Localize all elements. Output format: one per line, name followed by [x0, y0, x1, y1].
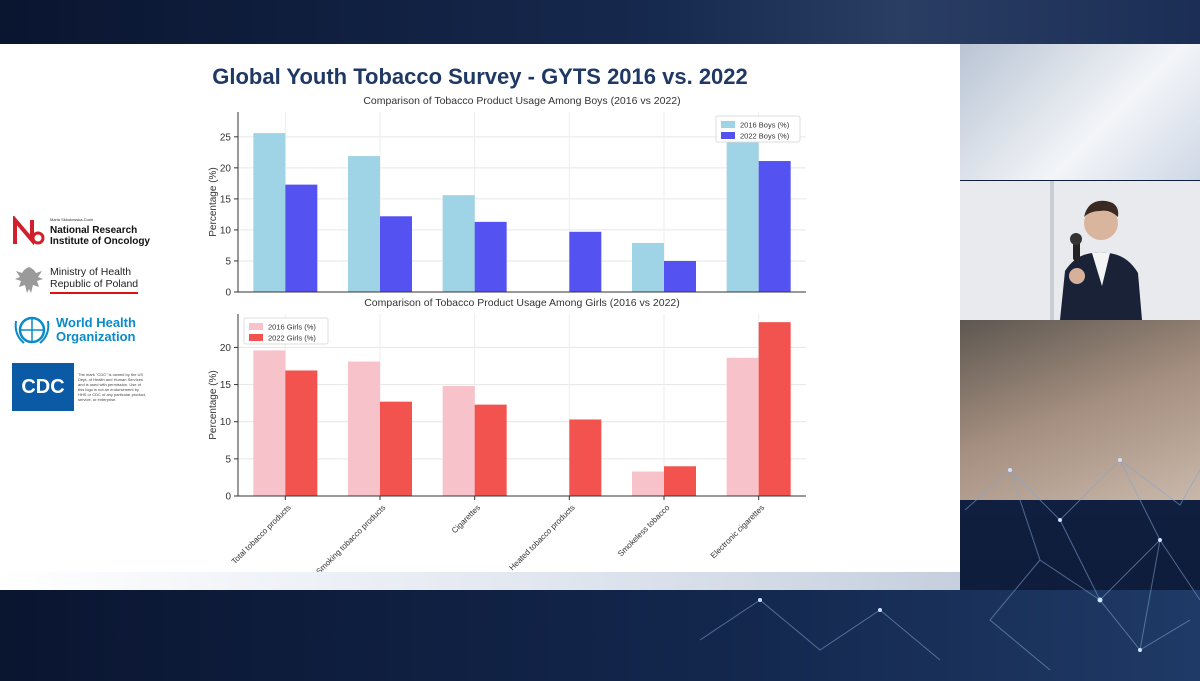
plot-area: [238, 314, 806, 496]
nio-line1: National Research: [50, 225, 138, 236]
x-tick-label: Smokeless tobacco: [616, 503, 672, 559]
y-tick-label: 0: [225, 492, 231, 503]
who-line2: Organization: [56, 329, 136, 344]
polish-eagle-icon: [15, 267, 43, 293]
cdc-note: The mark "CDC" is owned by the US Dept. …: [78, 372, 147, 402]
who-line1: World Health: [56, 315, 136, 330]
bar: [380, 216, 412, 292]
video-top-band: [0, 0, 1200, 44]
bar: [758, 322, 791, 496]
legend-label: 2022 Boys (%): [740, 132, 790, 141]
who-logo: World Health Organization: [12, 313, 172, 347]
cdc-logo: CDC The mark "CDC" is owned by the US De…: [12, 363, 172, 411]
y-tick-label: 5: [225, 256, 231, 267]
y-axis-label: Percentage (%): [208, 167, 219, 236]
legend-label: 2016 Boys (%): [740, 121, 790, 130]
bar: [726, 118, 759, 293]
x-tick-label: Electronic cigarettes: [709, 503, 766, 560]
bar: [348, 156, 380, 292]
chart-title: Comparison of Tobacco Product Usage Amon…: [363, 95, 680, 107]
legend-swatch: [721, 121, 735, 128]
slide-title: Global Youth Tobacco Survey - GYTS 2016 …: [212, 64, 748, 89]
bar: [664, 260, 696, 292]
y-tick-label: 25: [220, 132, 232, 143]
bar: [285, 370, 318, 496]
nio-logo: Maria Skłodowska-Curie National Research…: [12, 214, 172, 247]
legend: [243, 317, 329, 345]
moh-line1: Ministry of Health: [50, 266, 132, 278]
slide-footer-strip: [0, 572, 960, 590]
girls-chart: Comparison of Tobacco Product Usage Amon…: [208, 297, 806, 576]
legend-label: 2016 Girls (%): [268, 323, 316, 332]
legend-label: 2022 Girls (%): [268, 334, 316, 343]
ministry-of-health-logo: Ministry of Health Republic of Poland: [12, 263, 172, 297]
y-tick-label: 10: [220, 417, 232, 428]
camera-panel-hands: [960, 320, 1200, 500]
charts-canvas: Comparison of Tobacco Product Usage Amon…: [208, 95, 806, 576]
y-tick-label: 15: [220, 380, 232, 391]
bar: [474, 404, 507, 496]
bar: [442, 386, 475, 496]
moh-line2: Republic of Poland: [50, 278, 139, 290]
legend-swatch: [249, 334, 263, 341]
presentation-slide: Global Youth Tobacco Survey - GYTS 2016 …: [0, 44, 960, 589]
x-tick-label: Smoking tobacco products: [314, 503, 387, 576]
x-tick-label: Total tobacco products: [230, 503, 293, 566]
y-axis-label: Percentage (%): [208, 370, 219, 439]
plot-area: [238, 112, 806, 292]
bar: [474, 221, 507, 292]
legend-swatch: [249, 323, 263, 330]
cdc-logo-icon: CDC: [12, 363, 74, 411]
nio-logo-icon: [13, 215, 45, 245]
bar: [348, 361, 380, 496]
bar: [380, 401, 412, 496]
speaker-camera-panel: [960, 181, 1200, 320]
bar: [253, 350, 286, 496]
video-bottom-band: [0, 590, 1200, 681]
y-tick-label: 10: [220, 225, 232, 236]
boys-chart: Comparison of Tobacco Product Usage Amon…: [208, 95, 806, 299]
y-tick-label: 5: [225, 454, 231, 465]
legend: [715, 115, 801, 143]
y-tick-label: 20: [220, 163, 232, 174]
who-emblem-icon: [14, 316, 50, 344]
chart-title: Comparison of Tobacco Product Usage Amon…: [364, 297, 680, 309]
bar: [569, 419, 602, 496]
bar: [442, 195, 475, 292]
y-tick-label: 20: [220, 343, 232, 354]
y-tick-label: 0: [225, 288, 231, 299]
nio-line2: Institute of Oncology: [50, 236, 150, 247]
nio-small-text: Maria Skłodowska-Curie: [50, 217, 94, 222]
bar: [664, 466, 696, 496]
y-tick-label: 15: [220, 194, 232, 205]
legend-swatch: [721, 132, 735, 139]
speaker-figure-icon: [960, 181, 1200, 320]
x-tick-label: Heated tobacco products: [507, 503, 576, 572]
bar: [253, 133, 286, 292]
camera-panel-top: [960, 44, 1200, 180]
bar: [758, 161, 791, 292]
bar: [632, 471, 664, 496]
bar: [569, 231, 602, 292]
bar: [632, 242, 664, 292]
x-tick-label: Cigarettes: [450, 503, 482, 535]
sponsor-logos: Maria Skłodowska-Curie National Research…: [12, 214, 172, 427]
bar: [285, 184, 318, 292]
bar: [726, 357, 759, 496]
